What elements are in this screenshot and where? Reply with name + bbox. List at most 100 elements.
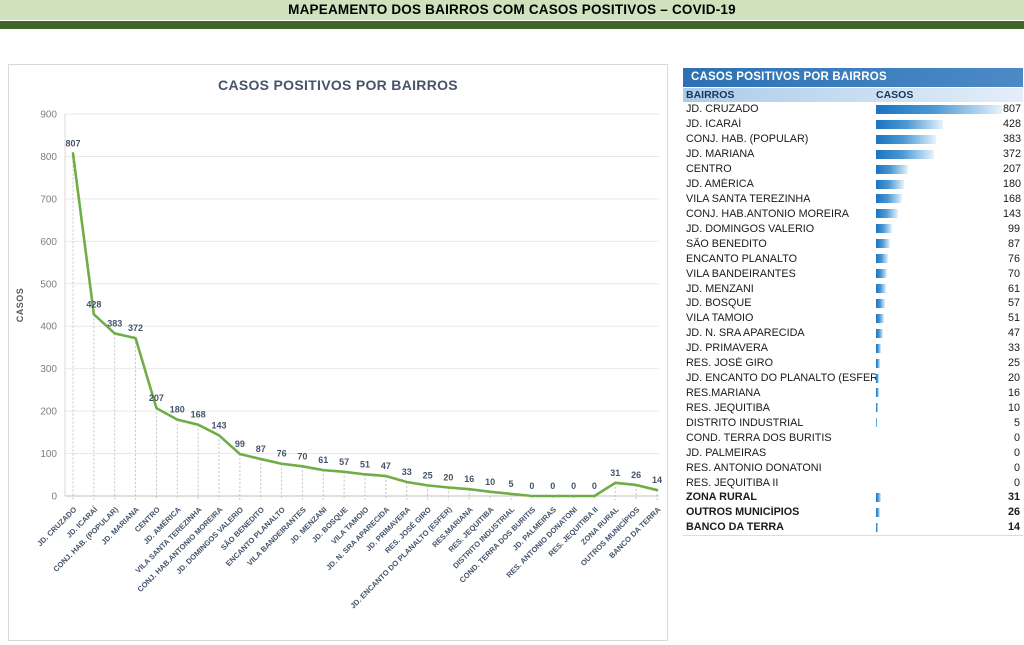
svg-text:0: 0 xyxy=(571,481,576,491)
table-row: JD. CRUZADO 807 xyxy=(683,102,1023,117)
bairro-cell: JD. BOSQUE xyxy=(686,297,752,310)
casos-value: 207 xyxy=(1003,163,1022,176)
casos-databar xyxy=(876,328,1003,338)
bairro-cell: ENCANTO PLANALTO xyxy=(686,252,797,265)
svg-text:500: 500 xyxy=(40,279,57,290)
casos-databar xyxy=(876,418,1003,428)
svg-text:0: 0 xyxy=(550,481,555,491)
header-divider xyxy=(0,21,1024,29)
casos-databar xyxy=(876,269,1003,279)
svg-text:900: 900 xyxy=(40,110,57,121)
svg-text:400: 400 xyxy=(40,322,57,333)
casos-value: 14 xyxy=(1007,521,1020,534)
table-row: JD. ENCANTO DO PLANALTO (ESFER) 20 xyxy=(683,371,1023,386)
table-row: JD. ICARAÍ 428 xyxy=(683,117,1023,132)
table-row: JD. PALMEIRAS 0 xyxy=(683,445,1023,460)
table-row: JD. N. SRA APARECIDA 47 xyxy=(683,326,1023,341)
svg-text:180: 180 xyxy=(170,405,185,415)
bairro-cell: SÃO BENEDITO xyxy=(686,237,767,250)
table-row: VILA TAMOIO 51 xyxy=(683,311,1023,326)
bairro-cell: JD. MARIANA xyxy=(686,148,755,161)
table-row: JD. MENZANI 61 xyxy=(683,281,1023,296)
svg-text:26: 26 xyxy=(631,470,641,480)
casos-databar xyxy=(876,492,1003,502)
casos-value: 372 xyxy=(1003,148,1022,161)
casos-value: 0 xyxy=(1013,461,1020,474)
casos-value: 807 xyxy=(1003,103,1022,116)
casos-databar xyxy=(876,478,1003,487)
casos-databar xyxy=(876,507,1003,517)
casos-databar xyxy=(876,119,1003,129)
casos-databar xyxy=(876,373,1003,383)
casos-databar xyxy=(876,254,1003,264)
casos-value: 0 xyxy=(1013,446,1020,459)
svg-text:70: 70 xyxy=(297,451,307,461)
table-row: RES. ANTONIO DONATONI 0 xyxy=(683,460,1023,475)
casos-value: 33 xyxy=(1007,342,1020,355)
svg-text:14: 14 xyxy=(652,475,662,485)
casos-databar xyxy=(876,343,1003,353)
casos-databar xyxy=(876,403,1003,413)
bairro-cell: VILA TAMOIO xyxy=(686,312,754,325)
casos-value: 70 xyxy=(1007,267,1020,280)
page-header: MAPEAMENTO DOS BAIRROS COM CASOS POSITIV… xyxy=(0,0,1024,20)
table-row: VILA SANTA TEREZINHA 168 xyxy=(683,192,1023,207)
table-row: JD. AMÉRICA 180 xyxy=(683,177,1023,192)
casos-value: 57 xyxy=(1007,297,1020,310)
casos-databar xyxy=(876,433,1003,442)
casos-databar xyxy=(876,313,1003,323)
casos-databar xyxy=(876,522,1003,532)
table-row: CONJ. HAB. (POPULAR) 383 xyxy=(683,132,1023,147)
svg-text:76: 76 xyxy=(277,449,287,459)
svg-text:CASOS: CASOS xyxy=(15,288,25,323)
svg-text:57: 57 xyxy=(339,457,349,467)
svg-text:87: 87 xyxy=(256,444,266,454)
svg-text:143: 143 xyxy=(211,420,226,430)
cases-table-panel: CASOS POSITIVOS POR BAIRROS BAIRROS CASO… xyxy=(683,68,1023,536)
casos-value: 143 xyxy=(1003,207,1022,220)
bairro-cell: CONJ. HAB. (POPULAR) xyxy=(686,133,809,146)
bairro-cell: JD. MENZANI xyxy=(686,282,754,295)
table-header-row: BAIRROS CASOS xyxy=(683,88,1023,102)
table-row: RES. JEQUITIBA II 0 xyxy=(683,475,1023,490)
svg-text:5: 5 xyxy=(508,479,513,489)
casos-value: 47 xyxy=(1007,327,1020,340)
casos-value: 180 xyxy=(1003,178,1022,191)
table-row: JD. DOMINGOS VALERIO 99 xyxy=(683,221,1023,236)
bairro-cell: CONJ. HAB.ANTONIO MOREIRA xyxy=(686,207,849,220)
bairro-cell: RES. ANTONIO DONATONI xyxy=(686,461,822,474)
svg-text:200: 200 xyxy=(40,407,57,418)
casos-databar xyxy=(876,164,1003,174)
bairro-cell: RES. JEQUITIBA II xyxy=(686,476,779,489)
chart-title: CASOS POSITIVOS POR BAIRROS xyxy=(218,77,458,93)
svg-text:25: 25 xyxy=(423,470,433,480)
svg-text:700: 700 xyxy=(40,194,57,205)
table-row: ZONA RURAL 31 xyxy=(683,490,1023,505)
svg-text:800: 800 xyxy=(40,152,57,163)
bairro-cell: RES. JOSÉ GIRO xyxy=(686,357,773,370)
table-row: SÃO BENEDITO 87 xyxy=(683,236,1023,251)
casos-databar xyxy=(876,284,1003,294)
svg-text:31: 31 xyxy=(610,468,620,478)
bairro-cell: VILA BANDEIRANTES xyxy=(686,267,796,280)
table-row: JD. MARIANA 372 xyxy=(683,147,1023,162)
casos-databar xyxy=(876,463,1003,472)
line-chart-panel: 0 100 200 300 400 500 600 700 800 900 807 428 383 372… xyxy=(8,64,668,641)
table-title: CASOS POSITIVOS POR BAIRROS xyxy=(683,68,1023,87)
casos-databar xyxy=(876,134,1003,144)
svg-text:51: 51 xyxy=(360,459,370,469)
casos-value: 99 xyxy=(1007,222,1020,235)
table-row: CENTRO 207 xyxy=(683,162,1023,177)
casos-databar xyxy=(876,179,1003,189)
svg-text:600: 600 xyxy=(40,237,57,248)
casos-value: 16 xyxy=(1007,386,1020,399)
casos-value: 25 xyxy=(1007,357,1020,370)
casos-databar xyxy=(876,224,1003,234)
svg-text:16: 16 xyxy=(464,474,474,484)
svg-text:207: 207 xyxy=(149,393,164,403)
table-row: RES. JOSÉ GIRO 25 xyxy=(683,356,1023,371)
bairro-cell: JD. PRIMAVERA xyxy=(686,342,768,355)
bairro-cell: JD. DOMINGOS VALERIO xyxy=(686,222,815,235)
casos-databar xyxy=(876,298,1003,308)
casos-databar xyxy=(876,239,1003,249)
